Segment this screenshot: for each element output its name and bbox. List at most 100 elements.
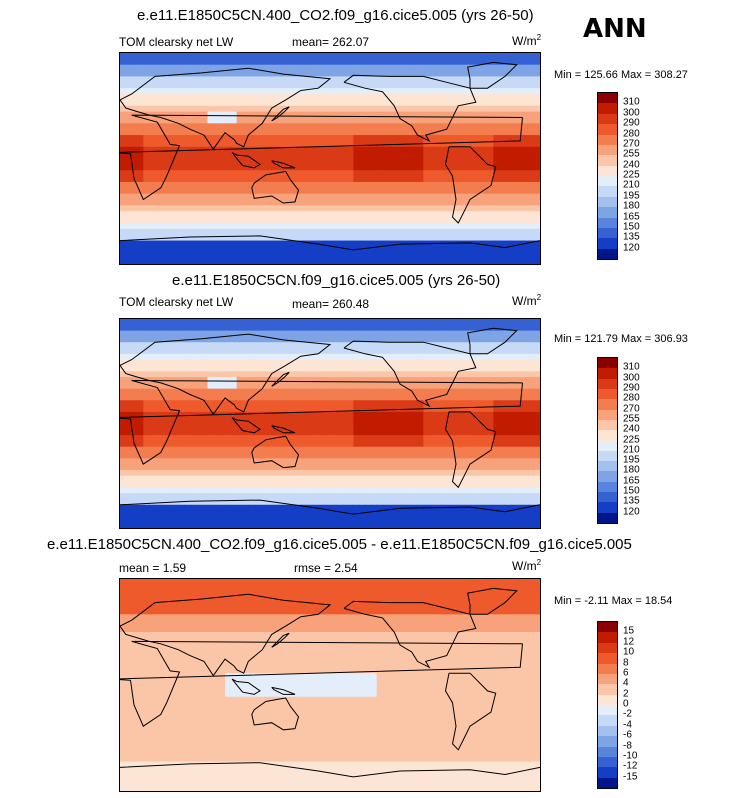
- map-cell: [289, 99, 296, 107]
- map-cell: [411, 258, 419, 264]
- map-cell: [230, 70, 238, 78]
- map-cell: [242, 111, 249, 119]
- map-cell: [330, 99, 337, 107]
- map-cell: [277, 371, 284, 378]
- map-cell: [435, 140, 442, 148]
- map-cell: [289, 181, 296, 189]
- map-cell: [347, 469, 354, 477]
- map-cell: [341, 187, 349, 195]
- map-cell: [201, 493, 209, 500]
- map-cell: [405, 181, 413, 189]
- map-cell: [341, 498, 349, 506]
- map-cell: [341, 158, 349, 165]
- map-cell: [271, 193, 279, 201]
- map-cell: [306, 88, 314, 95]
- map-cell: [470, 371, 477, 378]
- map-cell: [190, 152, 197, 160]
- map-cell: [394, 117, 401, 124]
- map-cell: [254, 411, 261, 419]
- map-cell: [125, 336, 133, 343]
- map-cell: [481, 82, 489, 89]
- map-cell: [155, 382, 162, 390]
- map-cell: [376, 417, 384, 425]
- map-cell: [236, 417, 244, 425]
- map-cell: [370, 193, 378, 201]
- map-cell: [184, 446, 191, 454]
- map-cell: [125, 458, 133, 465]
- map-cell: [201, 181, 209, 189]
- map-cell: [522, 152, 529, 160]
- map-cell: [300, 187, 308, 195]
- map-cell: [300, 205, 308, 212]
- map-cell: [248, 193, 255, 201]
- map-cell: [306, 94, 314, 101]
- map-cell: [149, 359, 156, 367]
- map-cell: [318, 76, 325, 83]
- map-cell: [522, 70, 529, 78]
- map-cell: [236, 88, 244, 95]
- map-cell: [219, 228, 226, 236]
- map-cell: [172, 452, 179, 459]
- map-cell: [388, 58, 395, 66]
- map-cell: [207, 228, 214, 236]
- map-cell: [475, 53, 483, 60]
- map-cell: [493, 140, 500, 148]
- map-cell: [225, 158, 232, 165]
- map-cell: [213, 94, 220, 101]
- map-cell: [277, 464, 284, 471]
- map-cell: [306, 76, 314, 83]
- map-cell: [125, 377, 133, 384]
- map-cell: [516, 446, 524, 454]
- map-cell: [411, 429, 419, 436]
- map-cell: [388, 411, 395, 419]
- map-cell: [493, 252, 500, 259]
- map-cell: [300, 135, 308, 142]
- map-cell: [376, 140, 384, 148]
- map-cell: [330, 446, 337, 454]
- map-cell: [423, 181, 430, 189]
- map-cell: [300, 435, 308, 442]
- map-cell: [178, 222, 185, 230]
- map-cell: [236, 400, 244, 407]
- map-cell: [248, 222, 255, 230]
- map-cell: [271, 76, 279, 83]
- map-cell: [429, 146, 436, 154]
- map-cell: [213, 240, 220, 248]
- map-cell: [353, 164, 360, 171]
- map-cell: [277, 411, 284, 419]
- map-cell: [120, 446, 127, 454]
- map-cell: [388, 342, 395, 349]
- map-cell: [510, 76, 518, 83]
- map-cell: [306, 435, 314, 442]
- map-cell: [446, 76, 454, 83]
- map-cell: [411, 53, 419, 60]
- map-cell: [265, 199, 273, 206]
- map-cell: [178, 394, 185, 401]
- map-cell: [353, 94, 360, 101]
- map-cell: [464, 181, 471, 189]
- map-cell: [312, 382, 319, 390]
- map-cell: [446, 359, 454, 367]
- map-cell: [411, 94, 419, 101]
- map-cell: [330, 111, 337, 119]
- map-cell: [400, 388, 407, 396]
- map-cell: [376, 498, 384, 506]
- map-cell: [435, 388, 442, 396]
- map-cell: [300, 353, 308, 361]
- map-cell: [376, 234, 384, 242]
- map-cell: [400, 252, 407, 259]
- map-cell: [260, 158, 267, 165]
- map-cell: [184, 388, 191, 396]
- map-cell: [435, 146, 442, 154]
- map-cell: [353, 377, 360, 384]
- map-cell: [522, 452, 529, 459]
- map-cell: [318, 371, 325, 378]
- map-cell: [370, 240, 378, 248]
- map-cell: [458, 342, 465, 349]
- map-cell: [370, 222, 378, 230]
- map-cell: [271, 58, 279, 66]
- map-cell: [277, 330, 284, 338]
- map-cell: [440, 388, 448, 396]
- map-cell: [452, 58, 459, 66]
- map-cell: [306, 152, 314, 160]
